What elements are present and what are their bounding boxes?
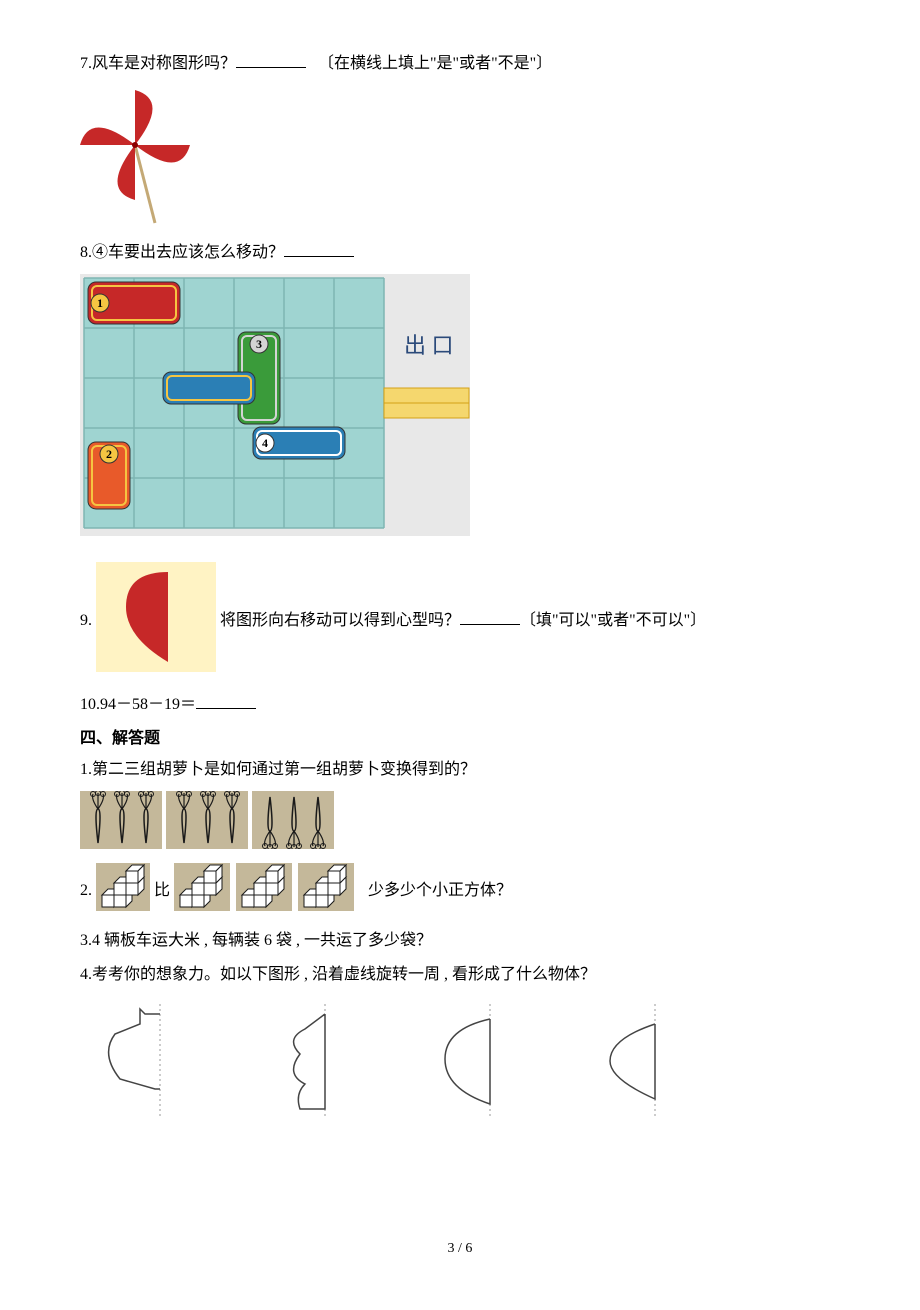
q9-blank[interactable] [460, 607, 520, 625]
s4q2-cubes-left [96, 863, 150, 920]
q10-expr: 94－58－19＝ [100, 696, 196, 713]
s4q4-text: 考考你的想象力。如以下图形 , 沿着虚线旋转一周 , 看形成了什么物体？ [92, 966, 596, 983]
s4-question-4: 4.考考你的想象力。如以下图形 , 沿着虚线旋转一周 , 看形成了什么物体？ [80, 962, 840, 988]
s4-question-2: 2. 比 少多少个小正方体？ [80, 863, 840, 920]
s4q3-text: 4 辆板车运大米 , 每辆装 6 袋 , 一共运了多少袋？ [92, 932, 432, 949]
s4q1-carrots-image [80, 791, 840, 858]
q8-blank[interactable] [284, 239, 354, 257]
q10-number: 10. [80, 696, 100, 713]
q9-halfheart-image [96, 562, 216, 681]
question-10: 10.94－58－19＝ [80, 691, 840, 718]
q7-blank[interactable] [236, 50, 306, 68]
question-7: 7.风车是对称图形吗？ 〔在横线上填上"是"或者"不是"〕 [80, 50, 840, 77]
s4q2-cubes-right [174, 863, 364, 920]
q9-text-after: 〔填"可以"或者"不可以"〕 [520, 612, 706, 629]
question-9: 9. 将图形向右移动可以得到心型吗？ 〔填"可以"或者"不可以"〕 [80, 562, 840, 681]
q9-number: 9. [80, 612, 92, 629]
q8-text-before: ④车要出去应该怎么移动？ [92, 244, 284, 261]
page-footer: 3 / 6 [80, 1238, 840, 1260]
s4q1-number: 1. [80, 761, 92, 778]
section-4-title: 四、解答题 [80, 726, 840, 752]
s4q4-number: 4. [80, 966, 92, 983]
svg-text:出 口: 出 口 [404, 333, 454, 358]
s4q2-number: 2. [80, 882, 92, 899]
q7-text-before: 风车是对称图形吗？ [92, 55, 236, 72]
q7-text-after: 〔在横线上填上"是"或者"不是"〕 [318, 55, 552, 72]
s4q4-shapes-image [80, 999, 840, 1138]
svg-text:1: 1 [97, 296, 103, 310]
s4q3-number: 3. [80, 932, 92, 949]
q9-text-middle: 将图形向右移动可以得到心型吗？ [220, 612, 460, 629]
svg-text:4: 4 [262, 436, 268, 450]
svg-text:2: 2 [106, 447, 112, 461]
s4-question-1: 1.第二三组胡萝卜是如何通过第一组胡萝卜变换得到的？ [80, 757, 840, 783]
q7-number: 7. [80, 55, 92, 72]
q10-blank[interactable] [196, 691, 256, 709]
svg-text:3: 3 [256, 337, 262, 351]
s4q2-text-mid: 比 [154, 882, 170, 899]
s4-question-3: 3.4 辆板车运大米 , 每辆装 6 袋 , 一共运了多少袋？ [80, 928, 840, 954]
q8-number: 8. [80, 244, 92, 261]
q8-grid-image: 出 口 1 2 3 4 [80, 274, 840, 545]
s4q2-text-after: 少多少个小正方体？ [368, 882, 512, 899]
q7-pinwheel-image [80, 85, 840, 234]
question-8: 8.④车要出去应该怎么移动？ [80, 239, 840, 266]
s4q1-text: 第二三组胡萝卜是如何通过第一组胡萝卜变换得到的？ [92, 761, 476, 778]
